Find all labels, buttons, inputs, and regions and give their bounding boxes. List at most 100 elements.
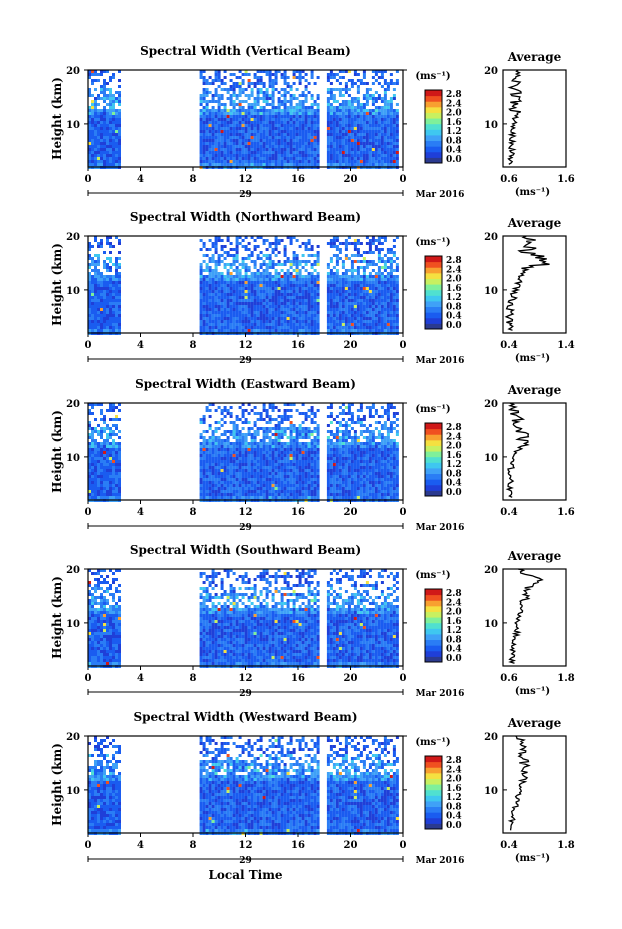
colorbar-swatch — [425, 118, 442, 125]
heatmap-cell — [371, 136, 375, 139]
heatmap-cell — [377, 329, 381, 332]
heatmap-cell — [301, 284, 305, 287]
heatmap-cell — [226, 478, 230, 481]
heatmap-cell — [316, 157, 320, 160]
heatmap-cell — [244, 308, 248, 311]
heatmap-cell — [256, 130, 260, 133]
heatmap-cell — [316, 254, 320, 257]
heatmap-cell — [235, 323, 239, 326]
heatmap-cell — [103, 154, 106, 157]
heatmap-cell — [214, 445, 218, 448]
heatmap-cell — [238, 490, 242, 493]
heatmap-cell — [226, 88, 230, 91]
heatmap-cell — [238, 445, 242, 448]
heatmap-cell — [298, 142, 302, 145]
heatmap-cell — [359, 130, 363, 133]
x-tick-label: 12 — [239, 340, 253, 351]
heatmap-cell — [326, 160, 330, 163]
heatmap-cell — [392, 275, 396, 278]
heatmap-cell — [109, 305, 112, 308]
heatmap-cell — [202, 317, 206, 320]
heatmap-cell — [94, 323, 97, 326]
heatmap-cell — [347, 154, 351, 157]
heatmap-cell — [301, 329, 305, 332]
heatmap-cell — [259, 415, 263, 418]
heatmap-cell — [88, 484, 91, 487]
heatmap-cell — [368, 121, 372, 124]
heatmap-cell — [223, 463, 227, 466]
heatmap-cell — [368, 293, 372, 296]
heatmap-cell — [100, 454, 103, 457]
heatmap-cell — [214, 112, 218, 115]
heatmap-cell — [389, 317, 393, 320]
heatmap-cell — [271, 263, 275, 266]
heatmap-cell — [118, 490, 121, 493]
heatmap-cell — [244, 145, 248, 148]
heatmap-cell — [247, 460, 251, 463]
heatmap-cell — [265, 112, 269, 115]
heatmap-cell — [283, 317, 287, 320]
heatmap-cell — [283, 157, 287, 160]
heatmap-cell — [386, 281, 390, 284]
heatmap-cell — [329, 121, 333, 124]
heatmap-cell — [347, 299, 351, 302]
heatmap-cell — [238, 475, 242, 478]
heatmap-cell — [97, 478, 100, 481]
heatmap-cell — [223, 163, 227, 166]
heatmap-cell — [103, 112, 106, 115]
heatmap-cell — [229, 281, 233, 284]
heatmap-cell — [338, 142, 342, 145]
heatmap-cell — [115, 463, 118, 466]
heatmap-cell — [289, 299, 293, 302]
heatmap-cell — [356, 106, 360, 109]
heatmap-cell — [274, 136, 278, 139]
heatmap-cell — [338, 136, 342, 139]
heatmap-cell — [226, 487, 230, 490]
heatmap-cell — [232, 460, 236, 463]
heatmap-cell — [362, 106, 366, 109]
heatmap-cell — [280, 127, 284, 130]
heatmap-cell — [359, 106, 363, 109]
heatmap-cell — [88, 118, 91, 121]
heatmap-cell — [250, 323, 254, 326]
heatmap-cell — [109, 284, 112, 287]
heatmap-cell — [238, 278, 242, 281]
heatmap-cell — [205, 317, 209, 320]
heatmap-cell — [295, 157, 299, 160]
heatmap-cell — [232, 445, 236, 448]
heatmap-cell — [283, 94, 287, 97]
heatmap-cell — [91, 245, 94, 248]
heatmap-cell — [214, 478, 218, 481]
heatmap-cell — [214, 260, 218, 263]
heatmap-cell — [109, 130, 112, 133]
heatmap-cell — [205, 115, 209, 118]
heatmap-cell — [106, 326, 109, 329]
heatmap-cell — [377, 236, 381, 239]
heatmap-cell — [277, 130, 281, 133]
heatmap-cell — [118, 430, 121, 433]
heatmap-cell — [202, 278, 206, 281]
heatmap-cell — [208, 490, 212, 493]
heatmap-cell — [199, 475, 203, 478]
heatmap-cell — [392, 82, 396, 85]
heatmap-cell — [326, 326, 330, 329]
heatmap-cell — [232, 323, 236, 326]
heatmap-cell — [386, 299, 390, 302]
heatmap-cell — [118, 493, 121, 496]
heatmap-cell — [202, 320, 206, 323]
heatmap-cell — [91, 260, 94, 263]
heatmap-cell — [91, 457, 94, 460]
heatmap-cell — [109, 320, 112, 323]
heatmap-cell — [223, 118, 227, 121]
heatmap-cell — [268, 70, 272, 73]
heatmap-cell — [268, 163, 272, 166]
heatmap-cell — [253, 496, 257, 499]
heatmap-cell — [109, 160, 112, 163]
heatmap-cell — [332, 314, 336, 317]
heatmap-cell — [241, 433, 245, 436]
heatmap-cell — [241, 73, 245, 76]
heatmap-cell — [353, 317, 357, 320]
heatmap-cell — [316, 154, 320, 157]
heatmap-cell — [244, 296, 248, 299]
heatmap-cell — [304, 94, 308, 97]
